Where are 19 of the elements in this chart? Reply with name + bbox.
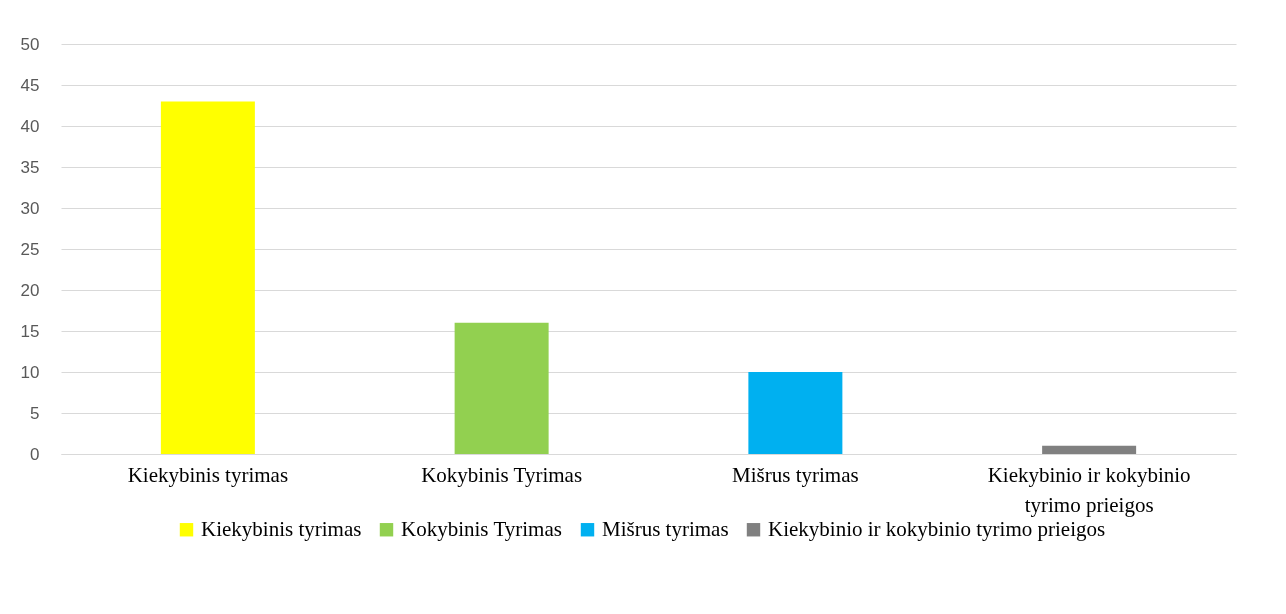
x-tick-label: Kiekybinis tyrimas xyxy=(127,462,289,487)
x-tick-label: Kokybinis Tyrimas xyxy=(421,462,583,487)
y-tick-label: 10 xyxy=(20,362,40,382)
x-tick-label: Mišrus tyrimas xyxy=(732,462,859,487)
y-tick-label: 0 xyxy=(30,444,40,464)
y-tick-label: 15 xyxy=(20,321,40,341)
y-tick-label: 45 xyxy=(20,75,40,95)
x-tick-label: Kiekybinio ir kokybinio tyrimo prieigos xyxy=(987,462,1191,517)
y-tick-label: 40 xyxy=(20,116,40,136)
legend-label: Kokybinis Tyrimas xyxy=(401,516,562,541)
y-tick-label: 30 xyxy=(20,198,40,218)
legend-label: Kiekybinio ir kokybinio tyrimo prieigos xyxy=(768,516,1106,541)
y-tick-label: 5 xyxy=(30,403,40,423)
y-tick-label: 20 xyxy=(20,280,40,300)
legend-label: Mišrus tyrimas xyxy=(602,516,729,541)
y-tick-label: 25 xyxy=(20,239,40,259)
legend-label: Kiekybinis tyrimas xyxy=(201,516,362,541)
y-tick-label: 35 xyxy=(20,157,40,177)
y-tick-label: 50 xyxy=(20,34,40,54)
